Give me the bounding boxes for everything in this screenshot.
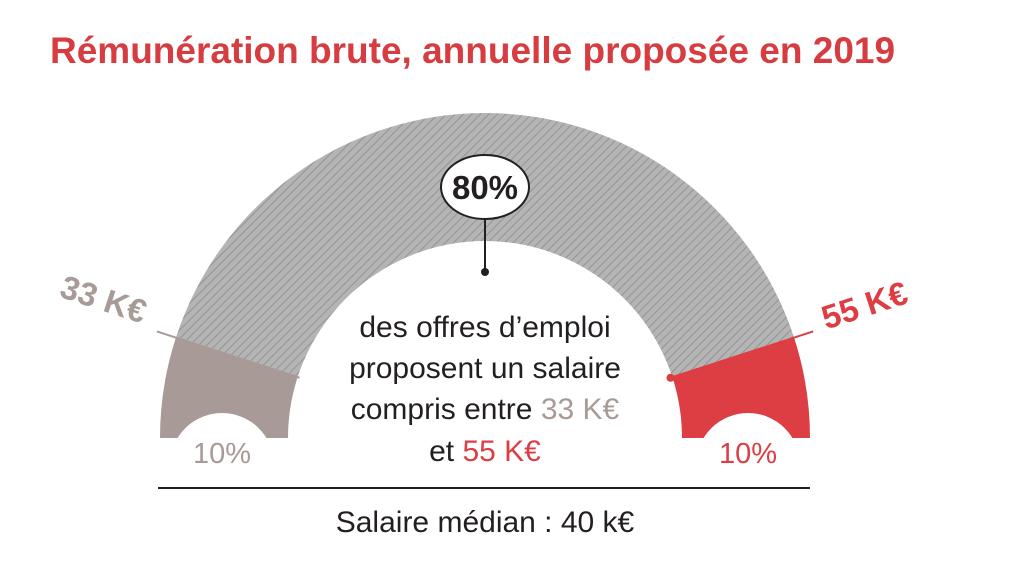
boundary-label-low: 33 K€ [56,268,151,330]
boundary-dot-high [666,373,675,382]
callout-line-4: et 55 K€ [429,435,541,468]
callout-pointer-dot [481,268,489,276]
segment-high [672,337,810,438]
boundary-line-high [670,330,814,379]
boundary-line-low [156,330,300,379]
callout-line-3-text: compris entre [351,393,541,426]
callout-line-4-text: et [429,435,462,468]
boundary-label-high: 55 K€ [817,274,912,336]
callout-line-1: des offres d’emploi [359,311,610,344]
callout-low-value: 33 K€ [541,393,620,426]
segment-low [160,337,298,438]
callout-line-3: compris entre 33 K€ [351,393,620,426]
notch-low [170,413,274,517]
callout-value: 80% [452,169,518,206]
median-salary-footer: Salaire médian : 40 k€ [336,506,635,539]
percent-label-high: 10% [719,438,777,470]
segment-percent-labels: 10% 10% [193,438,777,470]
percent-label-low: 10% [193,438,251,470]
central-callout: 80% des offres d’emploi proposent un sal… [349,154,621,468]
chart-title: Rémunération brute, annuelle proposée en… [50,30,895,71]
callout-high-value: 55 K€ [462,435,541,468]
gauge-segments [160,113,810,517]
segment-mid [175,113,795,378]
callout-line-2: proposent un salaire [349,352,621,385]
notch-high [696,413,800,517]
callout-bubble [440,154,530,220]
